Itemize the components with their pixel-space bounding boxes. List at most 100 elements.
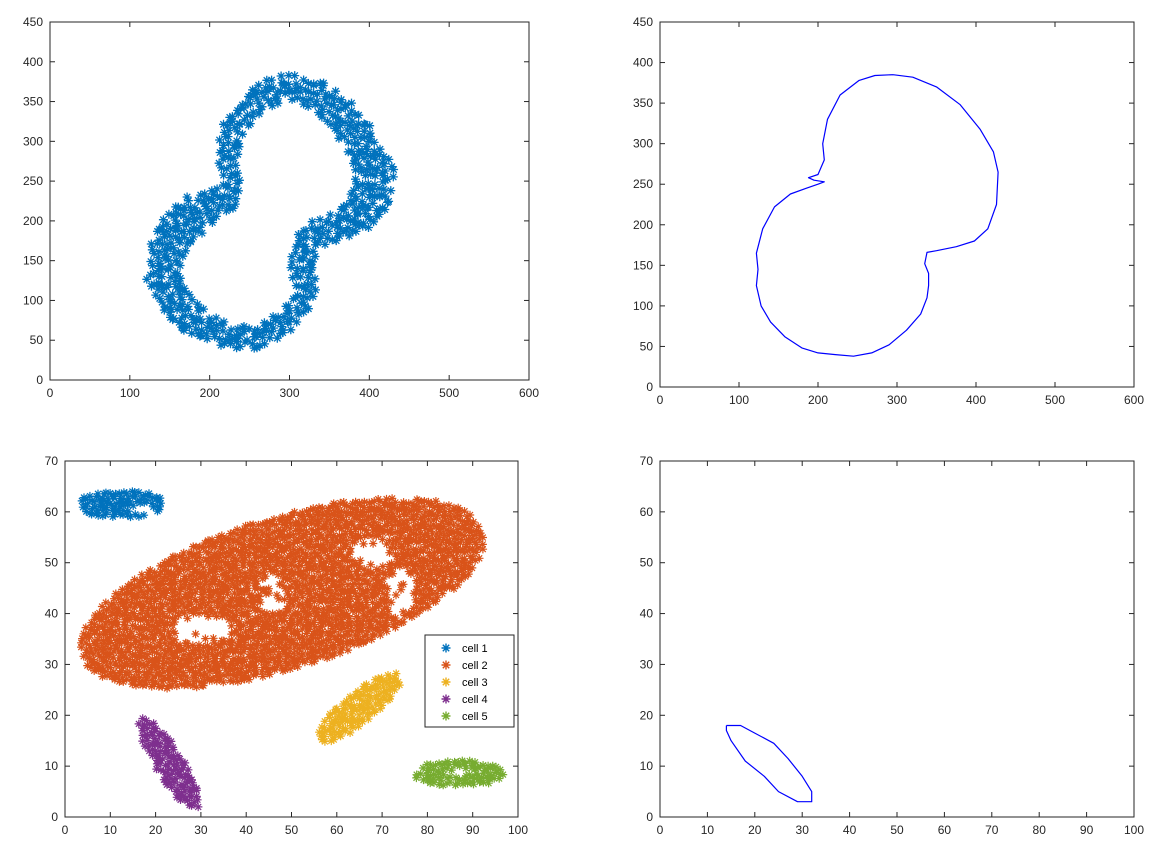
scatter-series — [142, 70, 399, 353]
y-tick-label: 40 — [45, 607, 59, 621]
y-tick-label: 0 — [36, 373, 43, 387]
y-tick-label: 50 — [640, 339, 654, 353]
x-tick-label: 600 — [519, 386, 539, 400]
x-tick-label: 30 — [796, 823, 810, 837]
x-tick-label: 600 — [1124, 393, 1144, 407]
axes-top-right: 0 100 200 300 400 500 600 0 50 100 150 200 250 300 350… — [633, 15, 1144, 407]
y-tick-label: 40 — [640, 607, 654, 621]
x-tick-label: 40 — [843, 823, 857, 837]
x-tick-label: 30 — [194, 823, 208, 837]
axes-bottom-right: 0 10 20 30 40 50 60 70 80 90 100 0 10 20 30 40 50 60 70 — [640, 454, 1145, 837]
y-tick-label: 100 — [633, 299, 653, 313]
x-tick-label: 100 — [120, 386, 140, 400]
legend-marker — [441, 694, 451, 704]
legend-entry: cell 3 — [462, 677, 488, 689]
y-tick-label: 150 — [23, 254, 43, 268]
y-tick-label: 350 — [23, 95, 43, 109]
y-tick-label: 60 — [45, 505, 59, 519]
x-tick-label: 200 — [200, 386, 220, 400]
legend-marker — [441, 711, 451, 721]
y-tick-label: 30 — [45, 657, 59, 671]
plot-content — [725, 724, 813, 803]
legend-entry: cell 5 — [462, 711, 488, 723]
y-tick-label: 50 — [45, 556, 59, 570]
y-tick-label: 450 — [23, 15, 43, 29]
plot-area — [659, 460, 1135, 818]
x-tick-label: 80 — [421, 823, 435, 837]
x-tick-label: 400 — [966, 393, 986, 407]
x-tick-label: 10 — [701, 823, 715, 837]
x-tick-label: 80 — [1033, 823, 1047, 837]
x-tick-label: 500 — [439, 386, 459, 400]
x-tick-label: 60 — [938, 823, 952, 837]
x-tick-label: 100 — [1124, 823, 1144, 837]
x-tick-label: 90 — [1080, 823, 1094, 837]
x-tick-label: 70 — [375, 823, 389, 837]
x-tick-label: 200 — [808, 393, 828, 407]
plot-content — [755, 74, 999, 357]
legend-marker — [441, 677, 451, 687]
y-tick-label: 300 — [633, 137, 653, 151]
y-tick-label: 50 — [30, 333, 44, 347]
outline-line — [755, 74, 999, 357]
y-tick-label: 20 — [45, 708, 59, 722]
plot-content — [142, 70, 399, 353]
x-tick-label: 0 — [657, 393, 664, 407]
x-tick-label: 300 — [279, 386, 299, 400]
x-tick-label: 50 — [890, 823, 904, 837]
y-tick-label: 200 — [633, 218, 653, 232]
y-tick-label: 250 — [23, 174, 43, 188]
y-tick-label: 350 — [633, 96, 653, 110]
x-tick-label: 40 — [240, 823, 254, 837]
y-tick-label: 250 — [633, 177, 653, 191]
x-tick-label: 60 — [330, 823, 344, 837]
y-tick-label: 20 — [640, 708, 654, 722]
y-tick-label: 70 — [45, 454, 59, 468]
x-tick-label: 500 — [1045, 393, 1065, 407]
axes-top-left: 0 100 200 300 400 500 600 0 50 100 150 200 250 300 350… — [23, 15, 539, 400]
legend-entry: cell 1 — [462, 643, 488, 655]
legend-marker — [441, 643, 451, 653]
y-tick-label: 60 — [640, 505, 654, 519]
scatter-series-cell-4 — [134, 714, 203, 812]
y-tick-label: 0 — [51, 810, 58, 824]
y-tick-label: 150 — [633, 258, 653, 272]
x-tick-label: 20 — [748, 823, 762, 837]
x-tick-label: 400 — [359, 386, 379, 400]
legend-entry: cell 2 — [462, 660, 488, 672]
y-tick-label: 10 — [640, 759, 654, 773]
y-tick-label: 400 — [23, 55, 43, 69]
legend-box — [424, 634, 515, 728]
scatter-series-cell-5 — [412, 756, 508, 790]
plot-content — [77, 487, 508, 812]
legend-marker — [441, 660, 451, 670]
scatter-series-cell-3 — [315, 669, 404, 746]
x-tick-label: 10 — [104, 823, 118, 837]
x-tick-label: 300 — [887, 393, 907, 407]
outline-line — [725, 724, 813, 803]
x-tick-label: 70 — [985, 823, 999, 837]
x-tick-label: 0 — [62, 823, 69, 837]
axes-bottom-left: 0 10 20 30 40 50 60 70 80 90 100 0 10 20 30 40 50 60 70 cel… — [45, 454, 529, 837]
x-tick-label: 50 — [285, 823, 299, 837]
x-tick-label: 20 — [149, 823, 163, 837]
y-tick-label: 300 — [23, 134, 43, 148]
y-tick-label: 400 — [633, 56, 653, 70]
x-tick-label: 100 — [729, 393, 749, 407]
y-tick-label: 0 — [646, 810, 653, 824]
y-tick-label: 50 — [640, 556, 654, 570]
y-tick-label: 70 — [640, 454, 654, 468]
y-tick-label: 100 — [23, 293, 43, 307]
y-tick-label: 10 — [45, 759, 59, 773]
legend-entry: cell 4 — [462, 694, 488, 706]
plot-area — [659, 21, 1135, 388]
y-tick-label: 0 — [646, 380, 653, 394]
y-tick-label: 200 — [23, 214, 43, 228]
x-tick-label: 0 — [657, 823, 664, 837]
x-tick-label: 90 — [466, 823, 480, 837]
x-tick-label: 0 — [47, 386, 54, 400]
y-tick-label: 30 — [640, 657, 654, 671]
scatter-series-cell-2 — [77, 494, 488, 693]
x-tick-label: 100 — [508, 823, 528, 837]
